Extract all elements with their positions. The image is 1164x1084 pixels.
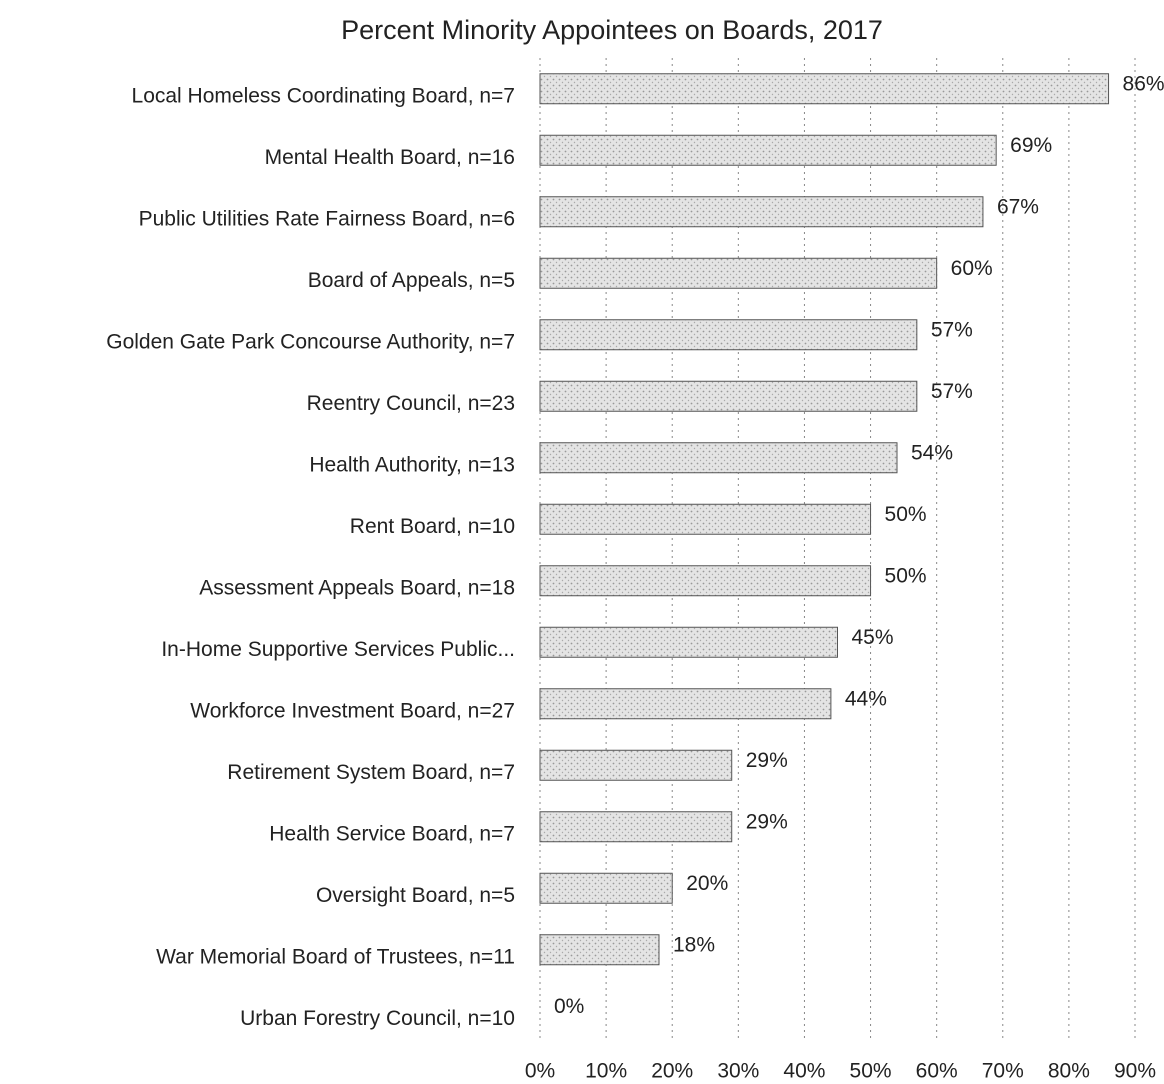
x-tick-label: 90% [1114, 1060, 1156, 1083]
y-tick-label: Reentry Council, n=23 [307, 392, 515, 415]
y-tick-label: Workforce Investment Board, n=27 [190, 699, 515, 722]
bar [539, 872, 673, 904]
value-label: 60% [951, 257, 993, 280]
y-tick-label: In-Home Supportive Services Public... [161, 638, 515, 661]
x-tick-label: 20% [651, 1060, 693, 1083]
y-tick-label: Golden Gate Park Concourse Authority, n=… [106, 330, 515, 353]
x-tick-label: 40% [783, 1060, 825, 1083]
bar [539, 934, 660, 966]
x-tick-label: 10% [585, 1060, 627, 1083]
x-tick-label: 80% [1048, 1060, 1090, 1083]
value-label: 18% [673, 933, 715, 956]
y-tick-label: Assessment Appeals Board, n=18 [199, 576, 515, 599]
y-tick-label: Rent Board, n=10 [350, 515, 515, 538]
bar [539, 503, 872, 535]
value-label: 57% [931, 318, 973, 341]
value-label: 0% [554, 995, 584, 1018]
y-tick-label: Local Homeless Coordinating Board, n=7 [132, 84, 515, 107]
value-label: 67% [997, 195, 1039, 218]
value-label: 44% [845, 687, 887, 710]
bar [539, 565, 872, 597]
bar [539, 319, 918, 351]
value-label: 29% [746, 810, 788, 833]
value-label: 50% [885, 503, 927, 526]
bar [539, 134, 997, 166]
y-tick-label: Board of Appeals, n=5 [308, 269, 515, 292]
x-tick-label: 0% [525, 1060, 555, 1083]
bar [539, 257, 938, 289]
value-label: 45% [852, 626, 894, 649]
value-label: 20% [686, 872, 728, 895]
y-tick-label: Mental Health Board, n=16 [265, 146, 515, 169]
value-label: 54% [911, 441, 953, 464]
value-label: 69% [1010, 134, 1052, 157]
value-label: 29% [746, 749, 788, 772]
bar [539, 73, 1110, 105]
chart-title: Percent Minority Appointees on Boards, 2… [341, 15, 883, 45]
value-label: 50% [885, 564, 927, 587]
y-tick-label: Urban Forestry Council, n=10 [240, 1007, 515, 1030]
bar [539, 749, 733, 781]
x-tick-label: 50% [850, 1060, 892, 1083]
x-tick-label: 70% [982, 1060, 1024, 1083]
x-tick-label: 30% [717, 1060, 759, 1083]
bar [539, 688, 832, 720]
x-tick-label: 60% [916, 1060, 958, 1083]
value-label: 57% [931, 380, 973, 403]
y-tick-label: Health Service Board, n=7 [269, 822, 515, 845]
bar [539, 442, 898, 474]
y-tick-label: Oversight Board, n=5 [316, 884, 515, 907]
y-tick-label: Retirement System Board, n=7 [227, 761, 515, 784]
y-tick-label: War Memorial Board of Trustees, n=11 [156, 945, 515, 968]
value-label: 86% [1123, 72, 1164, 95]
bar [539, 196, 984, 228]
y-tick-label: Health Authority, n=13 [309, 453, 515, 476]
bar [539, 811, 733, 843]
bar [539, 380, 918, 412]
y-tick-label: Public Utilities Rate Fairness Board, n=… [139, 207, 515, 230]
bar [539, 626, 838, 658]
